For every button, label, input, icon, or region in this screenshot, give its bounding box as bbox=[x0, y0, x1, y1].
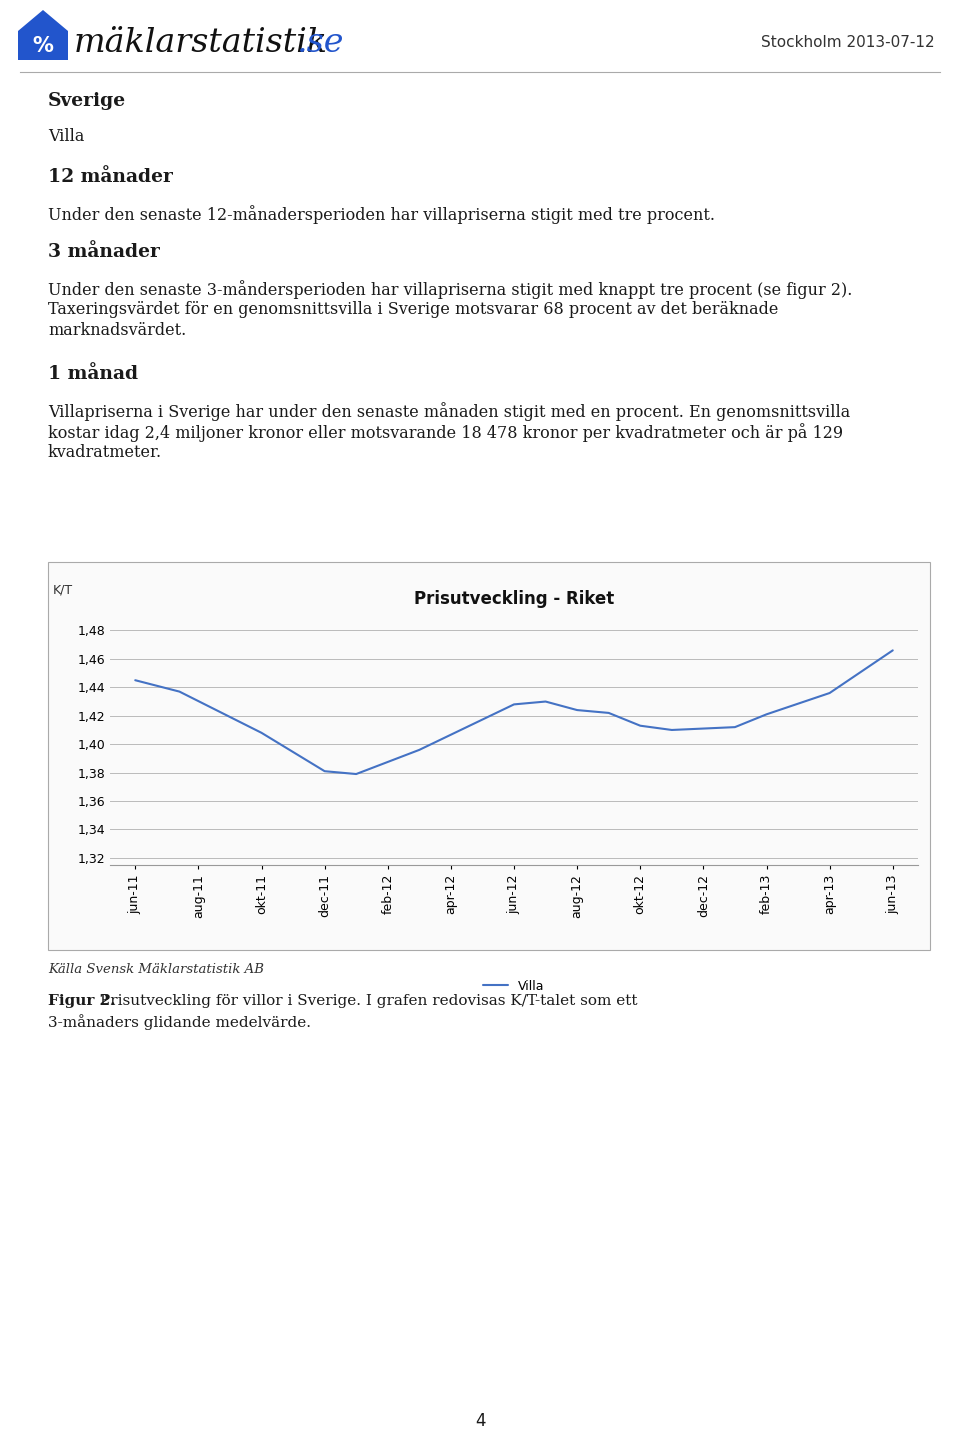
Text: marknadsvärdet.: marknadsvärdet. bbox=[48, 322, 186, 339]
Text: Villapriserna i Sverige har under den senaste månaden stigit med en procent. En : Villapriserna i Sverige har under den se… bbox=[48, 403, 851, 421]
Text: Prisutveckling för villor i Sverige. I grafen redovisas K/T-talet som ett: Prisutveckling för villor i Sverige. I g… bbox=[100, 994, 637, 1009]
Text: 3-månaders glidande medelvärde.: 3-månaders glidande medelvärde. bbox=[48, 1014, 311, 1030]
Villa bbox=[319, 762, 330, 779]
Text: Sverige: Sverige bbox=[48, 92, 126, 110]
Villa bbox=[887, 642, 899, 659]
Title: Prisutveckling - Riket: Prisutveckling - Riket bbox=[414, 590, 614, 608]
Villa bbox=[255, 724, 267, 742]
Text: .se: .se bbox=[296, 26, 344, 59]
Text: Under den senaste 12-månadersperioden har villapriserna stigit med tre procent.: Under den senaste 12-månadersperioden ha… bbox=[48, 205, 715, 224]
Text: kvadratmeter.: kvadratmeter. bbox=[48, 444, 162, 460]
Villa bbox=[350, 765, 362, 782]
Text: kostar idag 2,4 miljoner kronor eller motsvarande 18 478 kronor per kvadratmeter: kostar idag 2,4 miljoner kronor eller mo… bbox=[48, 423, 843, 442]
Text: Taxeringsvärdet för en genomsnittsvilla i Sverige motsvarar 68 procent av det be: Taxeringsvärdet för en genomsnittsvilla … bbox=[48, 302, 779, 317]
Villa bbox=[130, 671, 141, 688]
Text: %: % bbox=[33, 36, 54, 56]
Villa bbox=[666, 722, 678, 739]
Villa bbox=[760, 706, 772, 723]
Villa bbox=[635, 717, 646, 734]
Polygon shape bbox=[18, 10, 68, 61]
Villa bbox=[824, 684, 835, 701]
Text: mäklarstatistik: mäklarstatistik bbox=[74, 26, 328, 59]
Villa bbox=[414, 742, 425, 759]
Text: Figur 2.: Figur 2. bbox=[48, 994, 115, 1009]
Villa bbox=[730, 719, 741, 736]
Text: Under den senaste 3-måndersperioden har villapriserna stigit med knappt tre proc: Under den senaste 3-måndersperioden har … bbox=[48, 280, 852, 299]
Text: K/T: K/T bbox=[53, 583, 73, 596]
Villa bbox=[603, 704, 614, 722]
Line: Villa: Villa bbox=[135, 651, 893, 773]
Text: 4: 4 bbox=[475, 1413, 485, 1430]
Villa bbox=[508, 696, 519, 713]
Text: 3 månader: 3 månader bbox=[48, 242, 160, 261]
Bar bbox=[48, 561, 930, 949]
Villa bbox=[540, 693, 551, 710]
Villa bbox=[174, 683, 185, 700]
Text: Villa: Villa bbox=[48, 128, 84, 144]
Text: Källa Svensk Mäklarstatistik AB: Källa Svensk Mäklarstatistik AB bbox=[48, 962, 264, 975]
Text: 12 månader: 12 månader bbox=[48, 167, 173, 186]
Villa bbox=[571, 701, 583, 719]
Text: Stockholm 2013-07-12: Stockholm 2013-07-12 bbox=[761, 35, 935, 51]
Legend: Villa: Villa bbox=[478, 975, 550, 999]
Text: 1 månad: 1 månad bbox=[48, 365, 138, 382]
